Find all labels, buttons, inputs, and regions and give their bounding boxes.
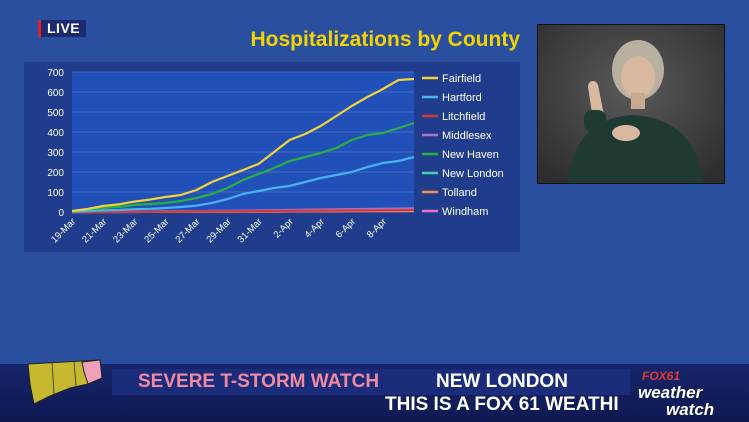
series-line-hartford bbox=[71, 155, 415, 213]
plot-area bbox=[72, 72, 414, 212]
live-badge: LIVE bbox=[38, 20, 87, 37]
y-tick-label: 400 bbox=[47, 128, 64, 139]
series-line-new-haven bbox=[71, 121, 415, 213]
ticker-strip bbox=[112, 369, 630, 395]
y-tick-label: 300 bbox=[47, 148, 64, 159]
y-tick-label: 100 bbox=[47, 188, 64, 199]
x-tick-label: 2-Apr bbox=[272, 216, 296, 240]
x-tick-label: 6-Apr bbox=[334, 216, 358, 240]
legend-entry: Tolland bbox=[442, 187, 477, 199]
x-tick-label: 31-Mar bbox=[236, 216, 265, 245]
x-tick-label: 25-Mar bbox=[142, 216, 171, 245]
y-tick-label: 700 bbox=[47, 68, 64, 79]
y-tick-label: 0 bbox=[58, 208, 64, 219]
ticker-alert: SEVERE T-STORM WATCH bbox=[138, 371, 380, 392]
x-tick-label: 27-Mar bbox=[173, 216, 202, 245]
hospitalizations-chart: 0 100 200 300 400 500 600 700 19-Mar 21-Mar 23-Mar… bbox=[47, 68, 504, 245]
series-line-fairfield bbox=[71, 77, 415, 213]
legend-entry: Litchfield bbox=[442, 111, 485, 123]
sign-language-interpreter-video bbox=[537, 24, 725, 184]
connecticut-map-icon bbox=[27, 359, 103, 405]
legend-entry: New London bbox=[442, 168, 504, 180]
y-tick-label: 200 bbox=[47, 168, 64, 179]
x-tick-label: 23-Mar bbox=[111, 216, 140, 245]
live-badge-label: LIVE bbox=[41, 20, 87, 37]
legend-entry: Windham bbox=[442, 206, 488, 218]
series-line-litchfield bbox=[72, 208, 415, 214]
y-tick-label: 500 bbox=[47, 108, 64, 119]
x-tick-label: 4-Apr bbox=[303, 216, 327, 240]
ticker-county: NEW LONDON bbox=[436, 371, 568, 392]
x-tick-label: 8-Apr bbox=[365, 216, 389, 240]
live-badge-accent bbox=[38, 20, 41, 37]
news-ticker: SEVERE T-STORM WATCH NEW LONDON THIS IS … bbox=[0, 359, 749, 422]
brand-line3: watch bbox=[666, 400, 714, 418]
brand-line2: weather bbox=[638, 383, 704, 402]
legend-entry: Middlesex bbox=[442, 130, 492, 142]
x-tick-label: 19-Mar bbox=[49, 216, 78, 245]
x-tick-label: 29-Mar bbox=[205, 216, 234, 245]
y-tick-label: 600 bbox=[47, 88, 64, 99]
brand-line1: FOX61 bbox=[642, 369, 680, 383]
x-tick-label: 21-Mar bbox=[80, 216, 109, 245]
legend-entry: Fairfield bbox=[442, 73, 481, 85]
chart-panel: 0 100 200 300 400 500 600 700 19-Mar 21-Mar 23-Mar… bbox=[24, 62, 520, 252]
ticker-crawl: THIS IS A FOX 61 WEATHI bbox=[385, 394, 619, 415]
legend-entry: Hartford bbox=[442, 92, 482, 104]
chart-title: Hospitalizations by County bbox=[250, 28, 520, 51]
legend-entry: New Haven bbox=[442, 149, 499, 161]
interpreter-image bbox=[538, 25, 724, 183]
fox61-weather-watch-logo: FOX61 weather watch bbox=[638, 369, 714, 418]
